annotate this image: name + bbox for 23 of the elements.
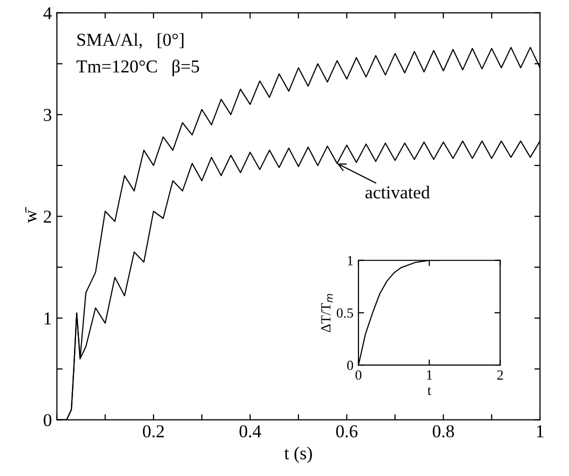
x-tick-label: 2: [497, 370, 503, 380]
y-tick-label: 3: [44, 108, 52, 122]
x-tick-label: 0.6: [336, 425, 358, 438]
y-tick-label: 0: [347, 360, 354, 370]
y-axis-title: ΔT/T$_{m}$: [321, 294, 333, 332]
x-tick-label: 0.4: [240, 425, 262, 438]
x-tick-label: 1: [537, 425, 544, 438]
y-tick-label: 0: [44, 414, 52, 426]
annotation: SMA/Al, [0°]: [77, 33, 184, 49]
y-axis-title: w̄: [25, 207, 37, 223]
x-axis-title: t (s): [284, 446, 312, 463]
annotation: Tm=120°C β=5: [76, 60, 200, 76]
y-tick-label: 1: [348, 256, 353, 266]
x-tick-label: 0.8: [432, 425, 454, 438]
y-tick-label: 2: [44, 210, 52, 223]
y-tick-label: 1: [44, 312, 51, 324]
annotation: activated: [366, 186, 430, 199]
x-tick-label: 1: [427, 370, 432, 380]
x-tick-label: 0.2: [142, 425, 164, 438]
x-axis-title: t: [428, 387, 432, 396]
x-tick-label: 0: [356, 370, 362, 380]
y-tick-label: 0.5: [336, 308, 354, 318]
y-tick-label: 4: [43, 7, 52, 20]
